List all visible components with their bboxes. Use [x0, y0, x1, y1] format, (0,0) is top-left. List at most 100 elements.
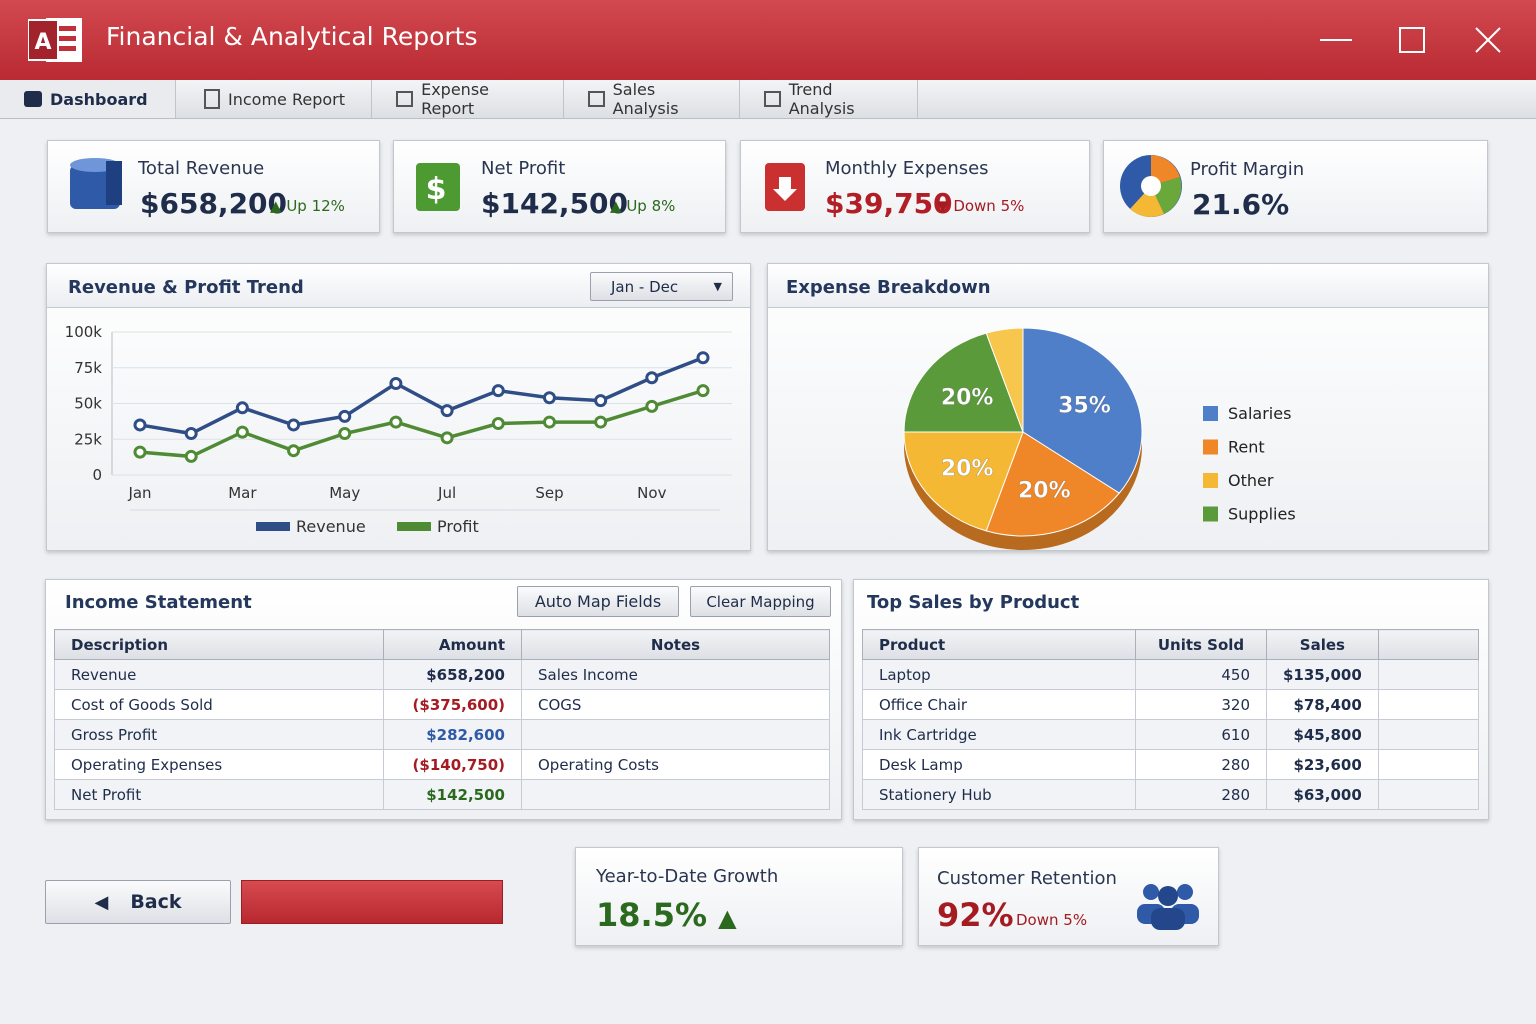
- title-bar: A Financial & Analytical Reports: [0, 0, 1536, 80]
- table-cell: 450: [1135, 659, 1267, 690]
- panel-title: Top Sales by Product: [867, 592, 1080, 613]
- tab[interactable]: Trend Analysis: [740, 80, 918, 118]
- legend-label: Rent: [1228, 438, 1265, 457]
- column-header: Sales: [1266, 629, 1379, 660]
- x-tick-label: May: [329, 484, 360, 502]
- data-point: [645, 371, 659, 385]
- pie-slice: [985, 431, 1121, 537]
- kpi-change: Down 5%: [1016, 911, 1088, 929]
- legend-swatch: [397, 522, 431, 531]
- data-point: [542, 391, 556, 405]
- table-cell: $45,800: [1266, 719, 1379, 750]
- table-cell: Sales Income: [521, 659, 830, 690]
- button-label: Clear Mapping: [706, 592, 815, 611]
- back-button[interactable]: ◀ Back: [45, 880, 231, 924]
- kpi-card: Customer Retention 92% Down 5%: [918, 847, 1219, 946]
- pie-slice: [985, 327, 1024, 433]
- data-point: [440, 404, 454, 418]
- tab[interactable]: Income Report: [180, 80, 372, 118]
- data-point: [235, 425, 249, 439]
- table-cell: 280: [1135, 779, 1267, 810]
- app-icon: A: [28, 18, 82, 62]
- button-label: Auto Map Fields: [534, 592, 662, 611]
- data-point: [184, 427, 198, 441]
- window-title: Financial & Analytical Reports: [106, 22, 478, 51]
- table-cell: [1377, 779, 1480, 810]
- tab-label: Expense Report: [421, 80, 489, 118]
- table-cell: [1377, 659, 1480, 690]
- series-line: [139, 356, 704, 436]
- column-header: Units Sold: [1135, 629, 1267, 660]
- y-tick-label: 0: [92, 466, 102, 484]
- table-cell: Gross Profit: [54, 719, 384, 750]
- legend-label: Revenue: [296, 517, 366, 536]
- table-cell: Stationery Hub: [862, 779, 1136, 810]
- kpi-value: 18.5%: [596, 896, 708, 934]
- kpi-icon: [765, 163, 805, 211]
- tab[interactable]: Sales Analysis: [564, 80, 740, 118]
- dropdown-label: Jan - Dec: [611, 277, 679, 296]
- panel-title: Revenue & Profit Trend: [68, 277, 304, 298]
- slice-label: 35%: [1058, 394, 1111, 419]
- button[interactable]: Clear Mapping: [690, 586, 831, 617]
- data-point: [389, 415, 403, 429]
- table-cell: ($140,750): [383, 749, 522, 780]
- legend-label: Supplies: [1228, 505, 1296, 524]
- trend-panel: Revenue & Profit Trend Jan - Dec ▼: [46, 263, 751, 551]
- kpi-card: Profit Margin 21.6%: [1103, 140, 1488, 233]
- button[interactable]: Auto Map Fields: [517, 586, 679, 617]
- range-dropdown[interactable]: Jan - Dec ▼: [590, 272, 733, 301]
- y-tick-label: 75k: [74, 359, 102, 377]
- slice-label: 20%: [941, 456, 994, 481]
- table-cell: [1377, 689, 1480, 720]
- table-cell: [521, 719, 830, 750]
- column-header: [1377, 629, 1480, 660]
- table-cell: 280: [1135, 749, 1267, 780]
- kpi-card: Year-to-Date Growth 18.5% ▲: [575, 847, 903, 946]
- table-cell: 320: [1135, 689, 1267, 720]
- pie-chart: 35% 20% 20% 20% Salaries Rent Other Supplies: [903, 327, 1296, 550]
- tab[interactable]: Expense Report: [372, 80, 564, 118]
- data-point: [696, 384, 710, 398]
- kpi-label: Customer Retention: [937, 868, 1117, 889]
- kpi-value: $39,750: [825, 187, 953, 220]
- x-tick-label: Jan: [127, 484, 151, 502]
- table-cell: [521, 779, 830, 810]
- table-cell: Desk Lamp: [862, 749, 1136, 780]
- kpi-change: Up 8%: [626, 197, 676, 215]
- kpi-label: Net Profit: [481, 158, 566, 179]
- window-controls[interactable]: [1318, 24, 1508, 56]
- x-tick-label: Sep: [535, 484, 563, 502]
- kpi-value: $142,500: [481, 187, 629, 220]
- legend-label: Salaries: [1228, 404, 1291, 423]
- table-cell: Office Chair: [862, 689, 1136, 720]
- legend-swatch: [1203, 473, 1218, 488]
- tab-label: Dashboard: [50, 89, 148, 109]
- table-cell: [1377, 749, 1480, 780]
- legend-swatch: [1203, 406, 1218, 421]
- panel-title: Expense Breakdown: [786, 277, 991, 298]
- data-point: [594, 415, 608, 429]
- pie-slice: [1022, 327, 1143, 494]
- legend-label: Profit: [437, 517, 479, 536]
- data-point: [491, 384, 505, 398]
- legend-swatch: [1203, 439, 1218, 455]
- panel-title: Income Statement: [65, 592, 252, 613]
- table-cell: Laptop: [862, 659, 1136, 690]
- data-point: [235, 401, 249, 415]
- data-point: [133, 418, 147, 432]
- tab[interactable]: Dashboard: [0, 80, 176, 118]
- column-header: Amount: [383, 629, 522, 660]
- table-cell: Cost of Goods Sold: [54, 689, 384, 720]
- kpi-icon: [70, 158, 122, 209]
- action-button[interactable]: [241, 880, 503, 924]
- kpi-value: 21.6%: [1192, 188, 1290, 221]
- table-cell: Revenue: [54, 659, 384, 690]
- x-tick-label: Jul: [437, 484, 456, 502]
- tab-label: Trend Analysis: [788, 80, 855, 118]
- data-point: [287, 444, 301, 458]
- data-point: [389, 376, 403, 390]
- kpi-label: Profit Margin: [1190, 159, 1305, 180]
- data-table: Description Amount Notes Revenue $658,200 Sal…: [54, 629, 830, 810]
